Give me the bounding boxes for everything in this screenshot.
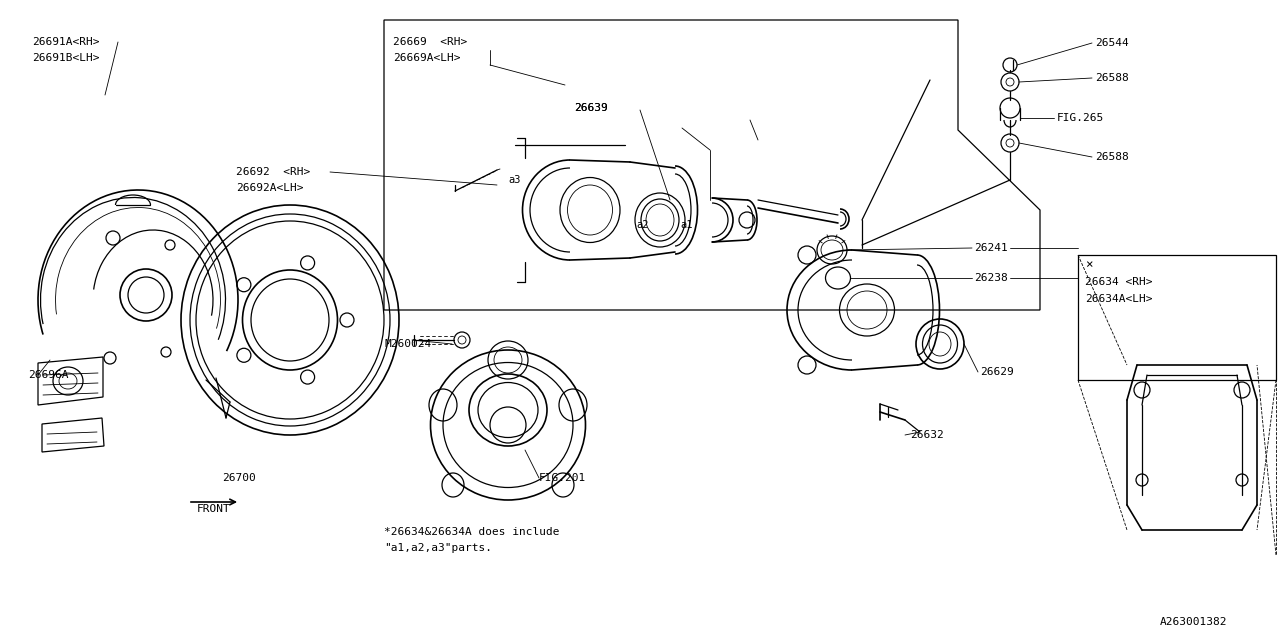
Text: 26629: 26629 — [980, 367, 1014, 377]
Text: 26700: 26700 — [221, 473, 256, 483]
Text: 26639: 26639 — [573, 103, 608, 113]
Text: 26639: 26639 — [573, 103, 608, 113]
Text: "a1,a2,a3"parts.: "a1,a2,a3"parts. — [384, 543, 492, 553]
Text: 26238: 26238 — [974, 273, 1007, 283]
Text: 26669A<LH>: 26669A<LH> — [393, 53, 461, 63]
Text: FIG.265: FIG.265 — [1057, 113, 1105, 123]
Text: 26692  <RH>: 26692 <RH> — [236, 167, 310, 177]
Text: A263001382: A263001382 — [1160, 617, 1228, 627]
Text: 26692A<LH>: 26692A<LH> — [236, 183, 303, 193]
Bar — [1078, 255, 1276, 380]
Text: 26588: 26588 — [1094, 152, 1129, 162]
Text: 26634 <RH>: 26634 <RH> — [1085, 277, 1152, 287]
Text: 26588: 26588 — [1094, 73, 1129, 83]
Text: 26632: 26632 — [910, 430, 943, 440]
Text: 26691B<LH>: 26691B<LH> — [32, 53, 100, 63]
Text: 26669  <RH>: 26669 <RH> — [393, 37, 467, 47]
Text: M260024: M260024 — [384, 339, 431, 349]
Text: FIG.201: FIG.201 — [539, 473, 586, 483]
Text: FRONT: FRONT — [197, 504, 230, 514]
Text: *26634&26634A does include: *26634&26634A does include — [384, 527, 559, 537]
Text: ×: × — [1085, 259, 1093, 271]
Text: a1: a1 — [680, 220, 692, 230]
Text: 26544: 26544 — [1094, 38, 1129, 48]
Text: 26634A<LH>: 26634A<LH> — [1085, 294, 1152, 304]
Text: a3: a3 — [508, 175, 521, 185]
Text: 26691A<RH>: 26691A<RH> — [32, 37, 100, 47]
Text: 26696A: 26696A — [28, 370, 69, 380]
Text: 26241: 26241 — [974, 243, 1007, 253]
Text: a2: a2 — [636, 220, 649, 230]
